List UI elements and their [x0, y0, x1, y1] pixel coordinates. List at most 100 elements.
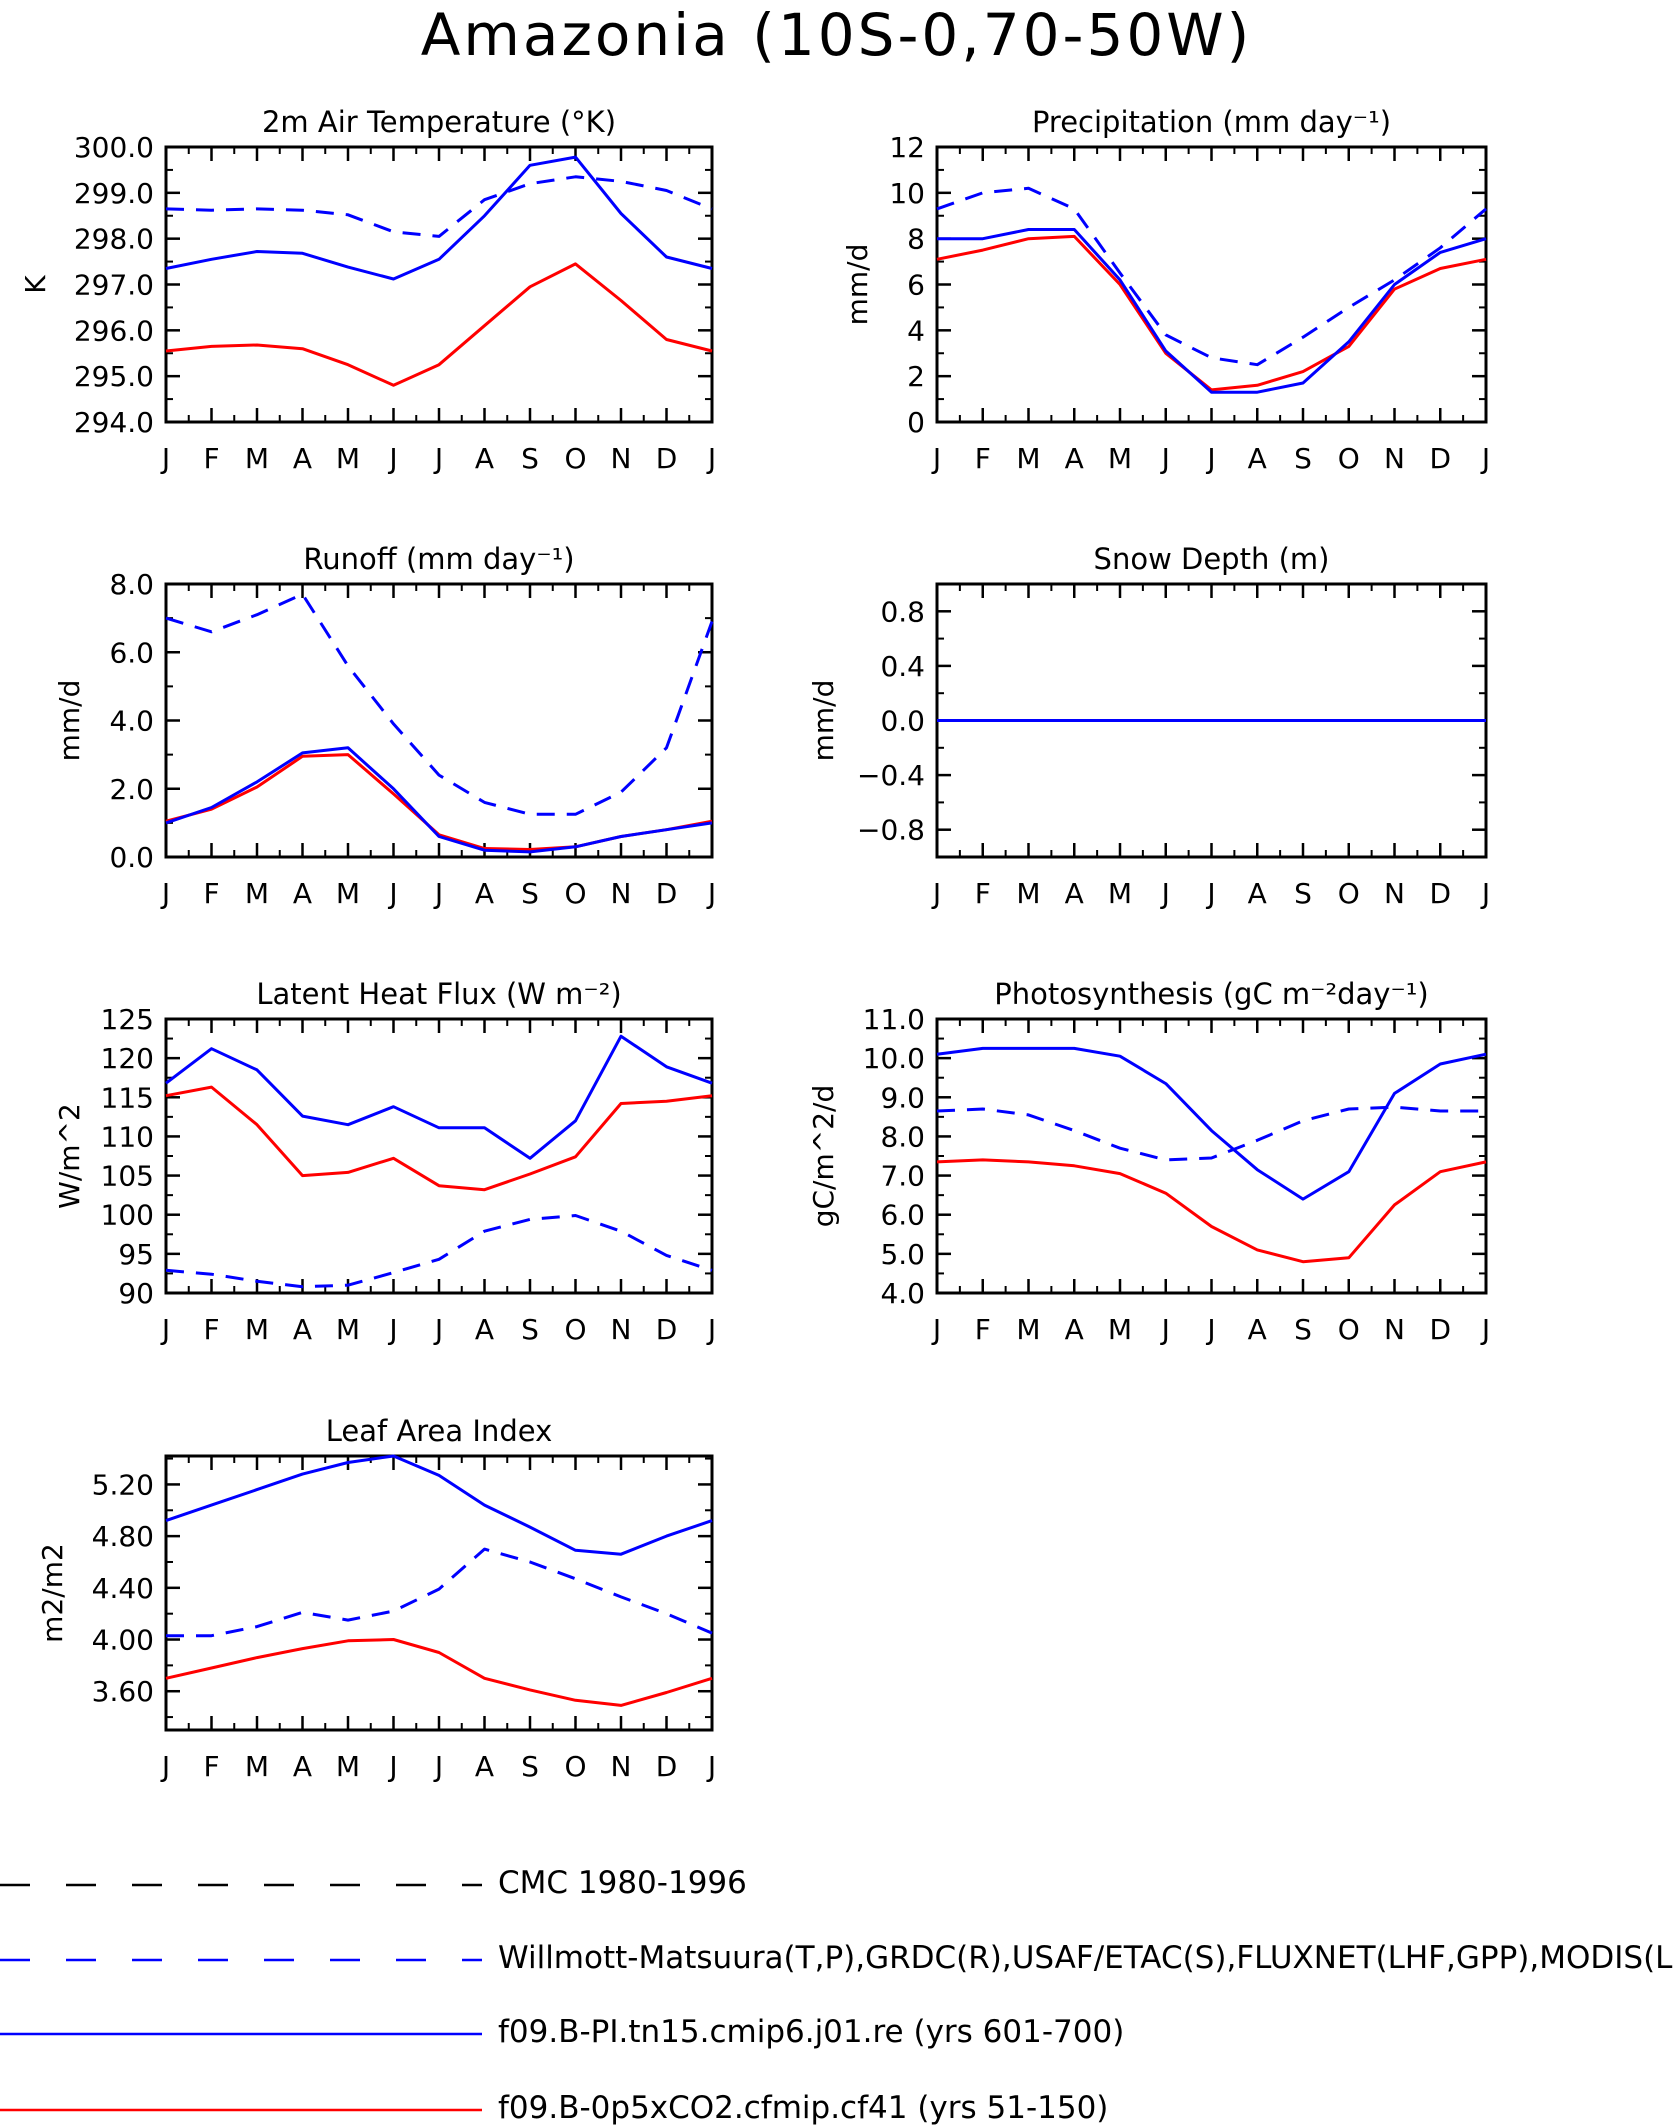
- x-tick-label: D: [1429, 442, 1451, 475]
- chart-title: Leaf Area Index: [326, 1414, 552, 1448]
- y-tick-label: 100: [101, 1199, 154, 1232]
- y-tick-label: 9.0: [880, 1081, 925, 1114]
- x-tick-label: J: [160, 1750, 170, 1783]
- x-tick-label: S: [1294, 877, 1312, 910]
- x-tick-label: O: [564, 877, 586, 910]
- x-tick-label: N: [1384, 1313, 1405, 1346]
- x-tick-label: M: [336, 1313, 360, 1346]
- x-tick-label: D: [656, 1750, 678, 1783]
- series-line-2: [165, 155, 713, 281]
- x-tick-label: J: [1160, 442, 1170, 475]
- x-tick-label: D: [656, 1313, 678, 1346]
- y-tick-label: 4.0: [109, 705, 154, 738]
- x-tick-label: A: [1248, 1313, 1267, 1346]
- series-line-2: [936, 1046, 1487, 1201]
- y-axis-label: mm/d: [53, 680, 86, 762]
- y-tick-label: 299.0: [74, 177, 154, 210]
- chart-title: Photosynthesis (gC m⁻²day⁻¹): [994, 977, 1428, 1011]
- y-tick-label: 298.0: [74, 223, 154, 256]
- x-tick-label: O: [1338, 1313, 1360, 1346]
- x-tick-label: D: [656, 442, 678, 475]
- y-tick-label: 95: [118, 1238, 154, 1271]
- x-tick-label: M: [1016, 877, 1040, 910]
- series-line-1: [165, 1085, 713, 1192]
- y-tick-label: 2.0: [109, 773, 154, 806]
- y-tick-label: 294.0: [74, 406, 154, 439]
- x-tick-label: J: [931, 1313, 941, 1346]
- y-axis-label: m2/m2: [36, 1543, 69, 1643]
- x-tick-label: J: [1160, 1313, 1170, 1346]
- y-tick-label: 0: [907, 406, 925, 439]
- y-tick-label: −0.8: [857, 814, 925, 847]
- x-tick-label: O: [564, 1750, 586, 1783]
- x-tick-label: F: [203, 1750, 219, 1783]
- x-tick-label: M: [336, 877, 360, 910]
- x-tick-label: S: [521, 1750, 539, 1783]
- y-tick-label: 296.0: [74, 314, 154, 347]
- x-tick-label: M: [1108, 1313, 1132, 1346]
- y-tick-label: 0.4: [880, 650, 925, 683]
- x-tick-label: J: [433, 877, 443, 910]
- x-tick-label: J: [160, 442, 170, 475]
- y-tick-label: 6: [907, 269, 925, 302]
- x-tick-label: J: [387, 1313, 397, 1346]
- series-line-3: [165, 1214, 713, 1289]
- x-tick-label: J: [706, 442, 716, 475]
- plot-frame: [164, 1454, 714, 1732]
- x-tick-label: O: [1338, 442, 1360, 475]
- x-tick-label: J: [1205, 442, 1215, 475]
- x-tick-label: A: [475, 1750, 494, 1783]
- chart-panel-1: J F M A M J J A S O N D J294.0295.0296.0297.0298.029…: [19, 105, 716, 475]
- legend-label-1: CMC 1980-1996: [498, 1865, 747, 1901]
- series-line-1: [936, 234, 1487, 392]
- x-tick-label: S: [521, 877, 539, 910]
- y-tick-label: 2: [907, 360, 925, 393]
- x-tick-label: J: [387, 877, 397, 910]
- x-tick-label: J: [387, 1750, 397, 1783]
- y-tick-label: 297.0: [74, 269, 154, 302]
- y-tick-label: 8.0: [880, 1120, 925, 1153]
- y-tick-label: 3.60: [92, 1675, 154, 1708]
- x-tick-label: O: [564, 442, 586, 475]
- series-line-3: [936, 1105, 1486, 1162]
- y-tick-label: 11.0: [863, 1003, 925, 1036]
- x-tick-label: J: [1205, 877, 1215, 910]
- x-tick-label: S: [1294, 1313, 1312, 1346]
- series-line-2: [165, 1454, 713, 1556]
- page-title: Amazonia (10S-0,70-50W): [420, 1, 1253, 69]
- y-tick-label: 120: [101, 1042, 154, 1075]
- y-tick-label: 4: [907, 314, 925, 347]
- x-tick-label: A: [293, 877, 312, 910]
- x-tick-label: A: [1248, 877, 1267, 910]
- y-tick-label: 5.20: [92, 1468, 154, 1501]
- plot-frame: [935, 1017, 1488, 1295]
- x-tick-label: J: [1480, 442, 1490, 475]
- x-tick-label: S: [1294, 442, 1312, 475]
- x-tick-label: F: [975, 442, 991, 475]
- y-tick-label: 110: [101, 1120, 154, 1153]
- y-tick-label: 125: [101, 1003, 154, 1036]
- series-line-1: [165, 1638, 713, 1707]
- series-line-1: [936, 1158, 1487, 1264]
- x-tick-label: J: [706, 1750, 716, 1783]
- y-tick-label: 295.0: [74, 360, 154, 393]
- x-tick-label: J: [1480, 877, 1490, 910]
- x-tick-label: F: [203, 1313, 219, 1346]
- x-tick-label: J: [931, 442, 941, 475]
- series-line-2: [165, 746, 713, 854]
- chart-title: Runoff (mm day⁻¹): [303, 542, 574, 576]
- x-tick-label: J: [706, 1313, 716, 1346]
- y-tick-label: 4.80: [92, 1520, 154, 1553]
- x-tick-label: F: [975, 877, 991, 910]
- series-line-1: [165, 262, 713, 387]
- plot-frame: [164, 1017, 714, 1295]
- chart-title: Latent Heat Flux (W m⁻²): [256, 977, 621, 1011]
- x-tick-label: M: [336, 1750, 360, 1783]
- y-tick-label: 6.0: [109, 636, 154, 669]
- x-tick-label: S: [521, 442, 539, 475]
- x-tick-label: D: [1429, 877, 1451, 910]
- y-tick-label: 4.0: [880, 1277, 925, 1310]
